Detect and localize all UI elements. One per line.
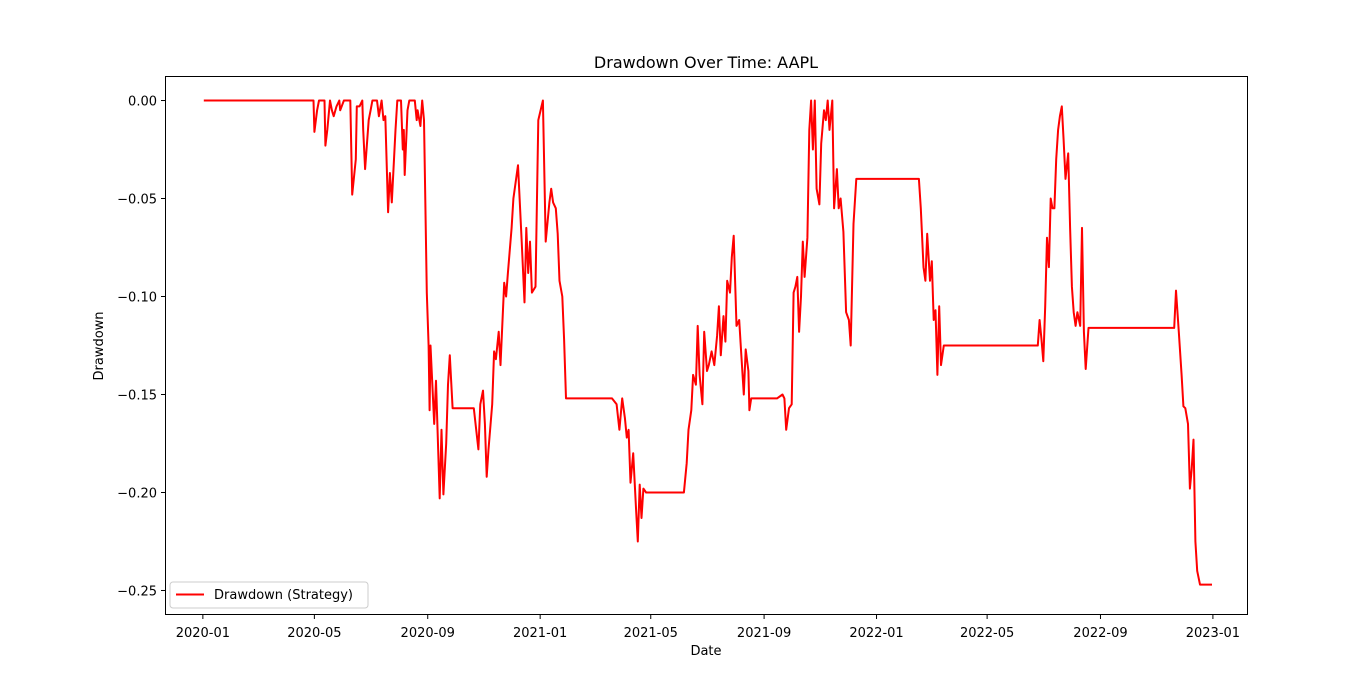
x-tick-label: 2020-01	[176, 626, 230, 641]
y-tick-label: 0.00	[128, 95, 157, 110]
x-tick-label: 2020-09	[401, 626, 455, 641]
x-axis: 2020-01 2020-05 2020-09 2021-01 2021-05 2021-…	[176, 614, 1240, 641]
y-tick-label: −0.20	[117, 486, 157, 501]
x-tick-label: 2022-05	[960, 626, 1014, 641]
plot-area	[203, 99, 1212, 586]
y-tick-label: −0.10	[117, 291, 157, 306]
x-tick-label: 2021-01	[513, 626, 567, 641]
plot-frame	[165, 76, 1248, 615]
y-tick-label: −0.25	[117, 584, 157, 599]
legend-label: Drawdown (Strategy)	[214, 588, 353, 603]
x-axis-label: Date	[690, 644, 721, 659]
y-axis-label: Drawdown	[92, 311, 107, 380]
y-tick-label: −0.05	[117, 193, 157, 208]
x-tick-label: 2022-09	[1073, 626, 1127, 641]
x-tick-label: 2020-05	[287, 626, 341, 641]
x-tick-label: 2021-05	[624, 626, 678, 641]
y-tick-label: −0.15	[117, 388, 157, 403]
y-axis: 0.00 −0.05 −0.10 −0.15 −0.20 −0.25	[117, 95, 166, 599]
legend: Drawdown (Strategy)	[169, 581, 369, 609]
x-tick-label: 2022-01	[849, 626, 903, 641]
series-line-0	[203, 99, 1212, 586]
x-tick-label: 2023-01	[1186, 626, 1240, 641]
x-tick-label: 2021-09	[737, 626, 791, 641]
chart-title: Drawdown Over Time: AAPL	[594, 53, 818, 72]
legend-box	[169, 581, 369, 609]
